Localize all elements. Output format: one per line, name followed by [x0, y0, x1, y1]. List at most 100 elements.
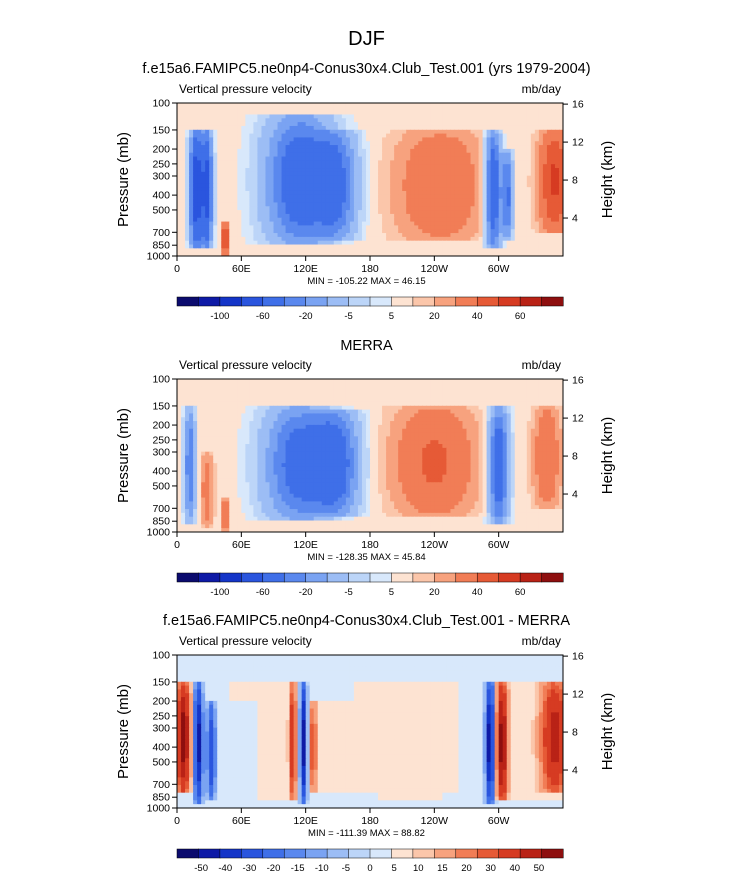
height-tick-label: 12	[572, 413, 584, 425]
colorbar-swatch	[434, 296, 457, 307]
colorbar-label: 60	[515, 311, 526, 322]
colorbar-swatch	[455, 848, 478, 859]
colorbar-label: -5	[342, 863, 350, 872]
colorbar-swatch	[434, 848, 457, 859]
colorbar-label: -60	[256, 311, 270, 322]
colorbar-swatch	[305, 296, 328, 307]
x-tick-label: 60W	[488, 539, 510, 551]
colorbar-swatch	[369, 848, 392, 859]
colorbar-swatch	[241, 296, 264, 307]
colorbar-label: -40	[218, 863, 232, 872]
y-tick-label: 700	[152, 779, 170, 791]
y-tick-label: 150	[152, 400, 170, 412]
height-tick-label: 8	[572, 451, 578, 463]
y-tick-label: 500	[152, 480, 170, 492]
colorbar-label: 40	[472, 587, 483, 598]
height-tick-label: 16	[572, 651, 584, 663]
colorbar-swatch	[348, 296, 371, 307]
colorbar-swatch	[219, 572, 242, 583]
x-tick-label: 60W	[488, 815, 510, 827]
panel-title: MERRA	[340, 338, 393, 354]
colorbar-swatch	[434, 572, 457, 583]
colorbar-label: 40	[472, 311, 483, 322]
x-tick-label: 120W	[421, 815, 449, 827]
x-tick-label: 120E	[293, 815, 318, 827]
colorbar-swatch	[541, 848, 564, 859]
y-tick-label: 150	[152, 124, 170, 136]
colorbar-label: 5	[389, 311, 394, 322]
colorbar-label: 40	[509, 863, 520, 872]
y-tick-label: 400	[152, 466, 170, 478]
y-tick-label: 500	[152, 756, 170, 768]
colorbar	[176, 296, 564, 307]
right-axis-label: Height (km)	[599, 693, 616, 771]
panel-1: f.e15a6.FAMIPC5.ne0np4-Conus30x4.Club_Te…	[115, 61, 616, 322]
x-tick-label: 180	[361, 263, 379, 275]
y-tick-label: 850	[152, 792, 170, 804]
colorbar-label: 30	[485, 863, 496, 872]
y-tick-label: 500	[152, 204, 170, 216]
colorbar-swatch	[176, 572, 199, 583]
panel-left-label: Vertical pressure velocity	[179, 82, 312, 96]
x-tick-label: 120E	[293, 539, 318, 551]
colorbar-swatch	[305, 848, 328, 859]
y-tick-label: 300	[152, 722, 170, 734]
colorbar-swatch	[476, 572, 500, 583]
height-tick-label: 4	[572, 765, 578, 777]
x-tick-label: 180	[361, 539, 379, 551]
colorbar-swatch	[541, 296, 564, 307]
colorbar-swatch	[283, 572, 307, 583]
x-tick-label: 60E	[232, 539, 251, 551]
heatmap	[177, 103, 563, 256]
colorbar-label: 60	[515, 587, 526, 598]
colorbar-swatch	[326, 848, 350, 859]
panel-units-label: mb/day	[522, 634, 561, 648]
stats-label: MIN = -111.39 MAX = 88.82	[308, 828, 425, 839]
colorbar-label: 5	[391, 863, 396, 872]
right-axis-label: Height (km)	[599, 417, 616, 495]
colorbar-swatch	[455, 572, 478, 583]
heatmap	[177, 379, 563, 532]
colorbar-swatch	[498, 572, 521, 583]
colorbar-swatch	[519, 572, 543, 583]
heatmap	[177, 655, 563, 808]
colorbar-label: -100	[210, 311, 229, 322]
y-axis-label: Pressure (mb)	[115, 132, 132, 227]
x-tick-label: 0	[174, 815, 180, 827]
x-tick-label: 120W	[421, 539, 449, 551]
colorbar-label: -50	[194, 863, 208, 872]
panel-3: f.e15a6.FAMIPC5.ne0np4-Conus30x4.Club_Te…	[115, 613, 616, 872]
y-tick-label: 400	[152, 742, 170, 754]
colorbar-swatch	[262, 848, 285, 859]
panel-left-label: Vertical pressure velocity	[179, 358, 312, 372]
y-tick-label: 850	[152, 240, 170, 252]
colorbar-label: 20	[461, 863, 472, 872]
colorbar-label: -5	[344, 311, 352, 322]
y-tick-label: 400	[152, 190, 170, 202]
figure-title: DJF	[348, 28, 385, 50]
y-tick-label: 200	[152, 420, 170, 432]
colorbar-swatch	[391, 572, 414, 583]
colorbar-swatch	[455, 296, 478, 307]
colorbar-swatch	[519, 296, 543, 307]
x-tick-label: 180	[361, 815, 379, 827]
colorbar-swatch	[219, 848, 242, 859]
height-tick-label: 12	[572, 689, 584, 701]
colorbar-swatch	[391, 848, 414, 859]
x-tick-label: 120E	[293, 263, 318, 275]
y-tick-label: 150	[152, 676, 170, 688]
colorbar-label: 5	[389, 587, 394, 598]
y-axis-label: Pressure (mb)	[115, 684, 132, 779]
y-tick-label: 100	[152, 98, 170, 110]
panel-left-label: Vertical pressure velocity	[179, 634, 312, 648]
x-tick-label: 0	[174, 539, 180, 551]
x-tick-label: 60W	[488, 263, 510, 275]
y-tick-label: 700	[152, 503, 170, 515]
colorbar-swatch	[391, 296, 414, 307]
colorbar-swatch	[498, 848, 521, 859]
y-tick-label: 250	[152, 710, 170, 722]
right-axis-label: Height (km)	[599, 141, 616, 219]
y-tick-label: 100	[152, 650, 170, 662]
colorbar-swatch	[283, 848, 307, 859]
